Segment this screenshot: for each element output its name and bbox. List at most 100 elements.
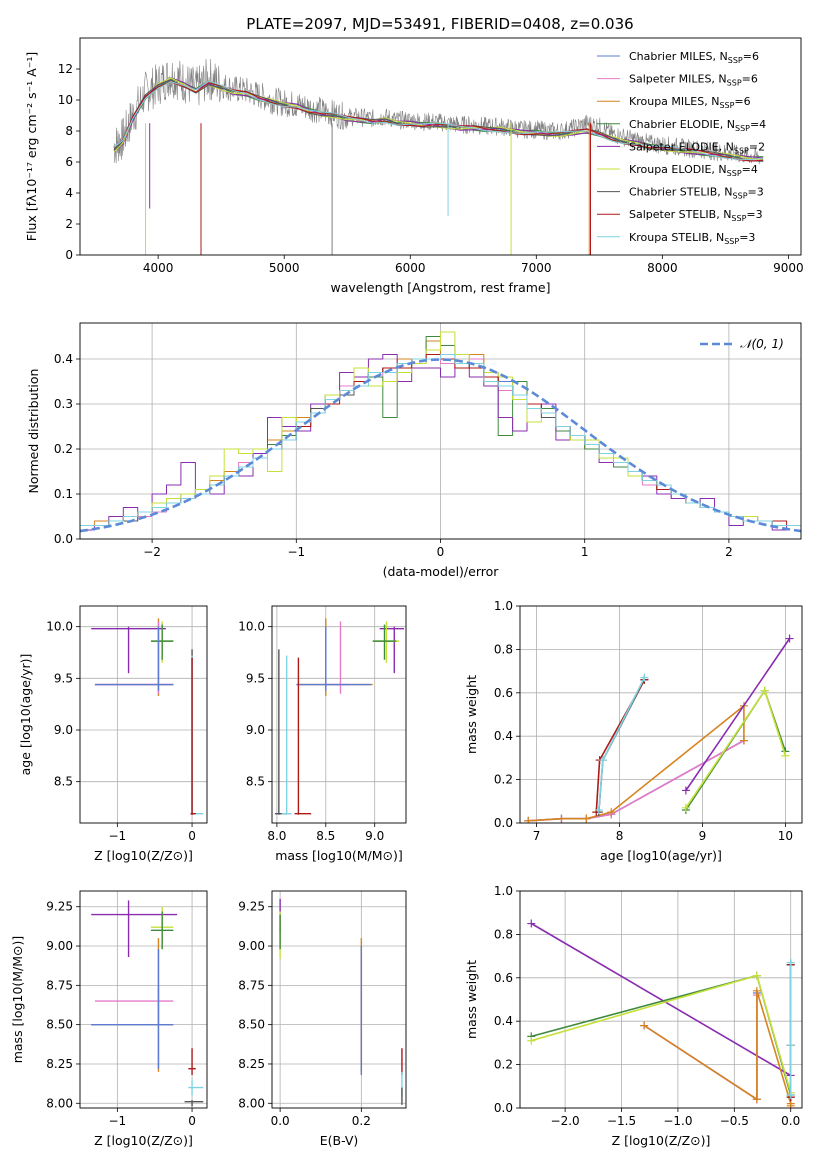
y-tick-label: 0.4 xyxy=(494,1014,513,1028)
x-tick-label: 7 xyxy=(533,829,541,843)
y-axis-label: Normed distribution xyxy=(26,369,41,494)
plot-area-weight_vs_Z xyxy=(527,919,795,1108)
weight-series-line xyxy=(528,704,745,822)
y-tick-label: 8.25 xyxy=(46,1057,73,1071)
y-tick-label: 0.4 xyxy=(54,352,73,366)
weight-point-marker xyxy=(786,958,795,967)
y-tick-label: 9.0 xyxy=(246,723,265,737)
y-tick-label: 10 xyxy=(58,93,73,107)
axes-frame xyxy=(519,890,803,1109)
y-tick-label: 9.5 xyxy=(54,671,73,685)
panel-spectrum: 4000 5000 6000 7000 8000 9000 0 2 4 6 8 10 12 wavelen… xyxy=(24,37,804,295)
y-tick-label: 4 xyxy=(65,186,73,200)
weight-series-line xyxy=(643,989,792,1106)
y-tick-label: 8.00 xyxy=(238,1096,265,1110)
plot-area-weight_vs_age xyxy=(524,634,794,823)
x-tick-label: 2 xyxy=(725,545,733,559)
y-axis-label: mass weight xyxy=(464,675,479,754)
y-tick-label: 8.25 xyxy=(238,1057,265,1071)
weight-series-line xyxy=(685,689,787,809)
weight-series-line xyxy=(598,679,646,813)
x-tick-label: 9.0 xyxy=(365,829,384,843)
x-tick-label: −2.0 xyxy=(551,1114,580,1128)
y-axis-label: Flux [fλ10⁻¹⁷ erg cm⁻² s⁻¹ A⁻¹] xyxy=(24,52,39,241)
y-tick-label: 8.75 xyxy=(46,978,73,992)
y-tick-label: 2 xyxy=(65,217,73,231)
legend-entry: 𝒩(0, 1) xyxy=(740,337,784,351)
x-axis-label: (data-model)/error xyxy=(383,564,500,579)
y-tick-label: 0.2 xyxy=(494,1058,513,1072)
weight-series-line xyxy=(531,974,792,1094)
x-axis-label: wavelength [Angstrom, rest frame] xyxy=(330,280,550,295)
axes-frame xyxy=(519,605,803,824)
weight-point-marker xyxy=(739,736,748,745)
x-tick-label: 4000 xyxy=(143,261,174,275)
y-tick-label: 9.00 xyxy=(238,939,265,953)
spectrum-data-line xyxy=(113,58,763,165)
plot-area-mass_vs_Z xyxy=(91,900,204,1107)
x-tick-label: 8000 xyxy=(647,261,678,275)
x-tick-label: −2 xyxy=(143,545,161,559)
x-tick-label: 9 xyxy=(699,829,707,843)
plot-area-mass_vs_ebv xyxy=(279,898,403,1105)
legend-entry: Chabrier STELIB, NSSP=3 xyxy=(629,186,764,201)
axes-frame xyxy=(271,605,407,824)
panel-age_vs_mass: 8.0 8.5 9.0 8.5 9.0 9.5 10.0 mass [log10(M/M⊙)] xyxy=(238,605,407,863)
weight-series-line xyxy=(685,638,791,791)
x-axis-label: E(B-V) xyxy=(320,1133,359,1148)
spectrum-model-line xyxy=(113,80,764,160)
y-tick-label: 1.0 xyxy=(494,884,513,898)
x-tick-label: 10 xyxy=(778,829,793,843)
y-axis-label: age [log10(age/yr)] xyxy=(18,654,33,776)
weight-point-marker xyxy=(557,814,566,823)
x-tick-label: −1 xyxy=(109,1114,127,1128)
axes-frame xyxy=(79,37,802,256)
figure-title: PLATE=2097, MJD=53491, FIBERID=0408, z=0… xyxy=(246,15,633,33)
weight-point-marker xyxy=(598,756,607,765)
x-tick-label: 0.0 xyxy=(781,1114,800,1128)
y-tick-label: 9.25 xyxy=(238,900,265,914)
y-tick-label: 0.0 xyxy=(494,1101,513,1115)
plot-area-age_vs_mass xyxy=(274,618,405,815)
plot-area-residuals xyxy=(80,331,801,533)
y-tick-label: 8.50 xyxy=(46,1018,73,1032)
y-tick-label: 1.0 xyxy=(494,599,513,613)
x-axis-label: Z [log10(Z/Z⊙)] xyxy=(612,1133,711,1148)
weight-point-marker xyxy=(752,986,761,995)
normal-curve-line xyxy=(80,358,801,533)
y-tick-label: 10.0 xyxy=(238,620,265,634)
legend-entry: Salpeter STELIB, NSSP=3 xyxy=(629,208,763,223)
x-tick-label: 0.0 xyxy=(271,1114,290,1128)
y-tick-label: 0.6 xyxy=(494,686,513,700)
y-tick-label: 10.0 xyxy=(46,620,73,634)
weight-point-marker xyxy=(527,919,536,928)
weight-point-marker xyxy=(527,1036,536,1045)
weight-point-marker xyxy=(786,1101,795,1108)
x-tick-label: 0 xyxy=(437,545,445,559)
weight-series-line xyxy=(531,974,792,1096)
y-tick-label: 0.4 xyxy=(494,729,513,743)
x-axis-label: mass [log10(M/M⊙)] xyxy=(275,848,403,863)
weight-point-marker xyxy=(786,1041,795,1050)
y-tick-label: 0.3 xyxy=(54,397,73,411)
x-axis-label: Z [log10(Z/Z⊙)] xyxy=(94,848,193,863)
x-tick-label: 1 xyxy=(581,545,589,559)
spectrum-model-line xyxy=(113,81,764,162)
weight-point-marker xyxy=(760,686,769,695)
x-axis-label: Z [log10(Z/Z⊙)] xyxy=(94,1133,193,1148)
x-tick-label: −1.5 xyxy=(607,1114,636,1128)
weight-point-marker xyxy=(640,673,649,682)
x-tick-label: −1 xyxy=(109,829,127,843)
x-tick-label: 8.0 xyxy=(267,829,286,843)
x-tick-label: −1 xyxy=(287,545,305,559)
x-tick-label: 0 xyxy=(188,1114,196,1128)
spectrum-model-line xyxy=(113,79,764,162)
y-tick-label: 0.2 xyxy=(54,442,73,456)
x-tick-label: 9000 xyxy=(773,261,804,275)
x-tick-label: 5000 xyxy=(269,261,300,275)
axes-frame xyxy=(79,605,208,824)
y-tick-label: 0.1 xyxy=(54,487,73,501)
y-tick-label: 0 xyxy=(65,248,73,262)
panel-mass_vs_ebv: 0.0 0.2 8.00 8.25 8.50 8.75 9.00 9.25 E(B-V) xyxy=(238,890,407,1148)
